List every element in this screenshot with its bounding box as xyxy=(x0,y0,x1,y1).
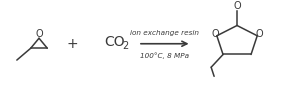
Text: 100°C, 8 MPa: 100°C, 8 MPa xyxy=(140,52,189,59)
Text: O: O xyxy=(211,29,219,39)
Text: 2: 2 xyxy=(122,41,128,51)
Text: O: O xyxy=(233,1,241,11)
Text: +: + xyxy=(67,37,78,51)
Text: O: O xyxy=(35,29,43,39)
Text: CO: CO xyxy=(104,35,125,49)
Text: ion exchange resin: ion exchange resin xyxy=(130,30,199,36)
Text: O: O xyxy=(255,29,263,39)
